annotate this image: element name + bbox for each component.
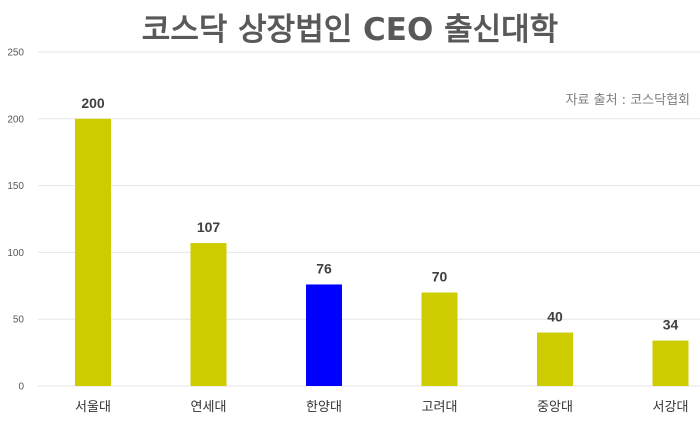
x-category-label: 중앙대 (537, 400, 573, 415)
data-label: 200 (81, 95, 105, 111)
bars (75, 118, 689, 387)
data-label: 40 (547, 309, 563, 325)
y-tick-label: 100 (7, 248, 24, 259)
y-tick-label: 150 (7, 181, 24, 192)
y-tick-label: 0 (18, 382, 24, 393)
data-label: 107 (197, 219, 221, 235)
x-category-label: 서강대 (653, 400, 689, 415)
data-label: 76 (316, 260, 332, 276)
data-label: 34 (663, 317, 679, 333)
chart-source-note: 자료 출처 : 코스닥협회 (565, 93, 690, 108)
x-category-label: 서울대 (75, 400, 111, 415)
data-label: 70 (432, 268, 448, 284)
bar (75, 118, 111, 387)
y-tick-label: 200 (7, 114, 24, 125)
bar (190, 243, 227, 386)
x-category-label: 한양대 (306, 400, 342, 415)
y-axis-ticks: 0 50 100 150 200 250 (7, 48, 24, 393)
bar (652, 340, 689, 386)
bar (306, 284, 342, 386)
x-axis-categories: 서울대 연세대 한양대 고려대 중앙대 서강대 (75, 400, 688, 415)
x-category-label: 고려대 (422, 400, 458, 415)
chart-title: 코스닥 상장법인 CEO 출신대학 (141, 12, 559, 48)
bar (537, 332, 573, 386)
bar (421, 292, 458, 386)
data-labels: 200 107 76 70 40 34 (81, 95, 678, 333)
x-category-label: 연세대 (191, 400, 227, 415)
gridlines (38, 51, 700, 387)
y-tick-label: 50 (13, 315, 25, 326)
y-tick-label: 250 (7, 48, 24, 59)
